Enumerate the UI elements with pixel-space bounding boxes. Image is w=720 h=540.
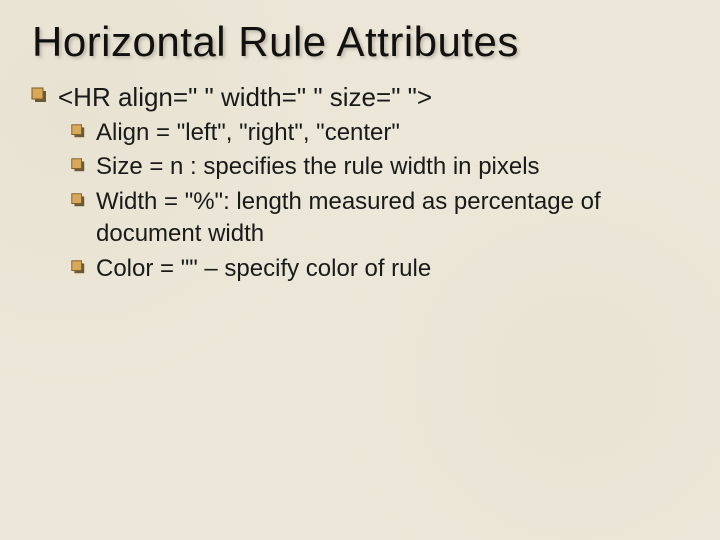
list-item: <HR align=" " width=" " size=" ">: [30, 80, 696, 115]
slide-body: Horizontal Rule Attributes <HR align=" "…: [0, 0, 720, 540]
bullet-icon: [70, 259, 86, 275]
bullet-icon: [70, 123, 86, 139]
item-text: Color = "" – specify color of rule: [96, 253, 696, 285]
list-item: Color = "" – specify color of rule: [70, 253, 696, 285]
bullet-icon: [30, 86, 48, 104]
list-item: Size = n : specifies the rule width in p…: [70, 151, 696, 183]
bullet-icon: [70, 157, 86, 173]
list-item: Width = "%": length measured as percenta…: [70, 186, 696, 251]
item-text: Width = "%": length measured as percenta…: [96, 186, 696, 251]
slide-title: Horizontal Rule Attributes: [32, 18, 696, 66]
item-text: Align = "left", "right", "center": [96, 117, 696, 149]
bullet-icon: [70, 192, 86, 208]
item-text: <HR align=" " width=" " size=" ">: [58, 80, 696, 115]
item-text: Size = n : specifies the rule width in p…: [96, 151, 696, 183]
list-item: Align = "left", "right", "center": [70, 117, 696, 149]
